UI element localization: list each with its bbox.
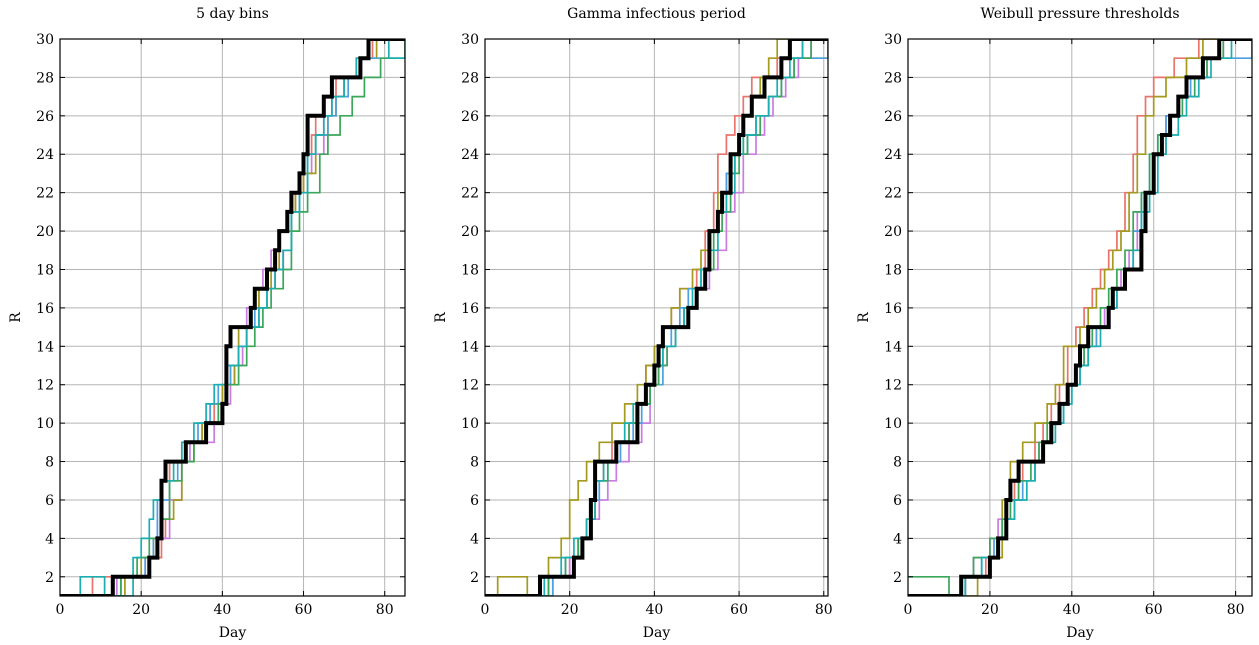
y-tick-label: 26	[36, 109, 54, 125]
y-tick-label: 16	[36, 301, 54, 317]
chart-title: Gamma infectious period	[567, 6, 746, 22]
y-tick-label: 4	[45, 531, 54, 547]
series-line-5	[485, 57, 828, 596]
y-tick-label: 22	[884, 186, 902, 202]
y-tick-label: 20	[884, 224, 902, 240]
x-tick-label: 40	[1063, 602, 1081, 618]
series-line-2	[485, 39, 828, 596]
y-tick-label: 24	[36, 147, 54, 163]
y-tick-label: 24	[461, 147, 479, 163]
y-tick-label: 24	[884, 147, 902, 163]
series-line-4	[485, 39, 828, 596]
plot-frame	[907, 38, 1253, 597]
y-tick-label: 26	[884, 109, 902, 125]
series-line-1	[908, 39, 1252, 596]
x-tick-label: 0	[56, 602, 65, 618]
y-tick-label: 10	[36, 416, 54, 432]
y-axis-label: R	[8, 312, 24, 323]
y-tick-label: 20	[461, 224, 479, 240]
y-tick-label: 8	[45, 455, 54, 471]
x-tick-label: 80	[1227, 602, 1245, 618]
plot-frame	[484, 38, 829, 597]
y-tick-label: 30	[36, 32, 54, 48]
series-line-2	[60, 39, 405, 596]
y-tick-label: 22	[36, 186, 54, 202]
y-tick-label: 4	[470, 531, 479, 547]
series-line-3	[908, 39, 1252, 596]
x-tick-label: 20	[981, 602, 999, 618]
plot-frame	[59, 38, 406, 597]
series-line-6	[908, 39, 1252, 596]
series-line-3	[60, 39, 405, 596]
chart-title: Weibull pressure thresholds	[980, 6, 1179, 22]
x-axis-label: Day	[1066, 625, 1094, 641]
y-tick-label: 30	[884, 32, 902, 48]
x-tick-label: 80	[376, 602, 394, 618]
y-tick-label: 6	[893, 493, 902, 509]
y-tick-label: 18	[884, 262, 902, 278]
y-tick-label: 10	[884, 416, 902, 432]
y-tick-label: 8	[470, 455, 479, 471]
y-tick-label: 14	[884, 339, 902, 355]
series-group	[485, 39, 828, 596]
x-tick-label: 40	[213, 602, 231, 618]
y-tick-label: 6	[470, 493, 479, 509]
y-tick-label: 14	[461, 339, 479, 355]
y-tick-label: 20	[36, 224, 54, 240]
x-tick-label: 60	[730, 602, 748, 618]
y-tick-label: 16	[884, 301, 902, 317]
series-line-7	[60, 39, 405, 596]
series-line-1	[485, 39, 828, 596]
x-tick-label: 60	[295, 602, 313, 618]
y-tick-label: 18	[36, 262, 54, 278]
series-line-2	[908, 39, 1252, 596]
y-tick-label: 12	[36, 378, 54, 394]
series-line-7	[908, 39, 1252, 596]
series-line-4	[60, 39, 405, 596]
y-tick-label: 22	[461, 186, 479, 202]
x-tick-label: 0	[481, 602, 490, 618]
x-tick-label: 60	[1145, 602, 1163, 618]
series-group	[908, 39, 1252, 596]
y-tick-label: 12	[461, 378, 479, 394]
y-tick-label: 18	[461, 262, 479, 278]
x-tick-label: 20	[132, 602, 150, 618]
series-line-1	[60, 39, 405, 596]
y-tick-label: 30	[461, 32, 479, 48]
y-tick-label: 28	[884, 70, 902, 86]
y-tick-label: 28	[36, 70, 54, 86]
x-tick-label: 20	[561, 602, 579, 618]
series-line-3	[485, 39, 828, 596]
y-tick-label: 2	[45, 570, 54, 586]
y-tick-label: 10	[461, 416, 479, 432]
y-tick-label: 2	[893, 570, 902, 586]
y-tick-label: 12	[884, 378, 902, 394]
chart-panel-2: 0 20 40 60 8024681012141618202224262830Gamma…	[433, 6, 833, 641]
y-tick-label: 6	[45, 493, 54, 509]
chart-title: 5 day bins	[196, 6, 269, 22]
series-line-6	[60, 39, 405, 596]
y-tick-label: 4	[893, 531, 902, 547]
x-tick-label: 40	[645, 602, 663, 618]
y-tick-label: 2	[470, 570, 479, 586]
y-tick-label: 16	[461, 301, 479, 317]
y-axis-label: R	[433, 312, 449, 323]
series-line-4	[908, 39, 1252, 596]
y-tick-label: 8	[893, 455, 902, 471]
y-tick-label: 26	[461, 109, 479, 125]
y-tick-label: 28	[461, 70, 479, 86]
x-axis-label: Day	[219, 625, 247, 641]
chart-panel-3: 0 20 40 60 8024681012141618202224262830Weibu…	[856, 6, 1253, 641]
x-axis-label: Day	[643, 625, 671, 641]
x-tick-label: 80	[815, 602, 833, 618]
series-line-7	[485, 39, 828, 596]
series-line-6	[485, 39, 828, 596]
series-group	[60, 39, 405, 596]
y-axis-label: R	[856, 312, 872, 323]
x-tick-label: 0	[904, 602, 913, 618]
y-tick-label: 14	[36, 339, 54, 355]
